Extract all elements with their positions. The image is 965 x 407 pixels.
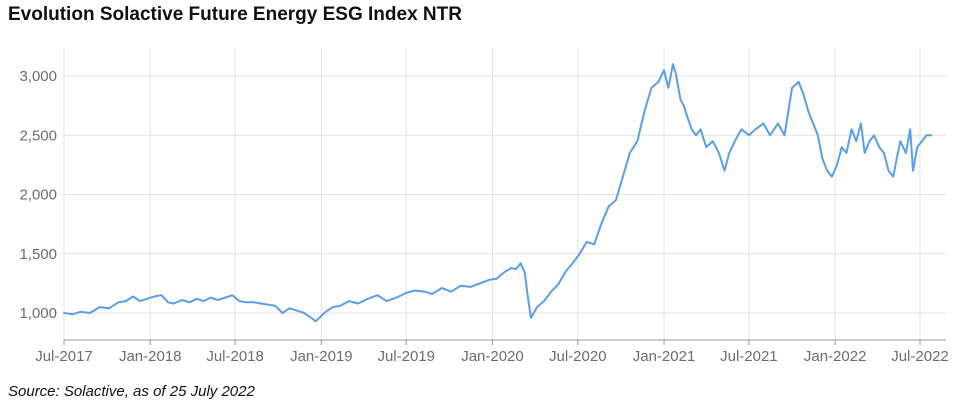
- chart-title: Evolution Solactive Future Energy ESG In…: [8, 4, 462, 25]
- x-tick-label: Jul-2021: [720, 348, 778, 365]
- x-tick-label: Jan-2020: [461, 348, 524, 365]
- x-tick-label: Jan-2019: [290, 348, 353, 365]
- series-line-0: [63, 63, 933, 323]
- y-tick-label: 1,000: [19, 305, 57, 322]
- x-tick-label: Jan-2021: [633, 348, 696, 365]
- x-tick-label: Jul-2022: [891, 348, 949, 365]
- x-tick-label: Jan-2018: [119, 348, 182, 365]
- x-axis-ticks: Jul-2017 Jan-2018 Jul-2018 Jan-2019 Jul-2019…: [35, 340, 949, 365]
- x-tick-label: Jul-2020: [549, 348, 607, 365]
- x-tick-label: Jul-2017: [35, 348, 93, 365]
- y-tick-label: 3,000: [19, 68, 57, 85]
- y-tick-label: 1,500: [19, 246, 57, 263]
- x-tick-label: Jan-2022: [804, 348, 867, 365]
- series-layer: [63, 63, 933, 323]
- y-tick-label: 2,000: [19, 187, 57, 204]
- x-tick-label: Jul-2019: [377, 348, 435, 365]
- source-note: Source: Solactive, as of 25 July 2022: [8, 383, 255, 400]
- y-tick-label: 2,500: [19, 127, 57, 144]
- grid-lines: [63, 48, 946, 340]
- x-tick-label: Jul-2018: [206, 348, 264, 365]
- y-axis-ticks: 1,000 1,500 2,000 2,500 3,000: [19, 68, 57, 322]
